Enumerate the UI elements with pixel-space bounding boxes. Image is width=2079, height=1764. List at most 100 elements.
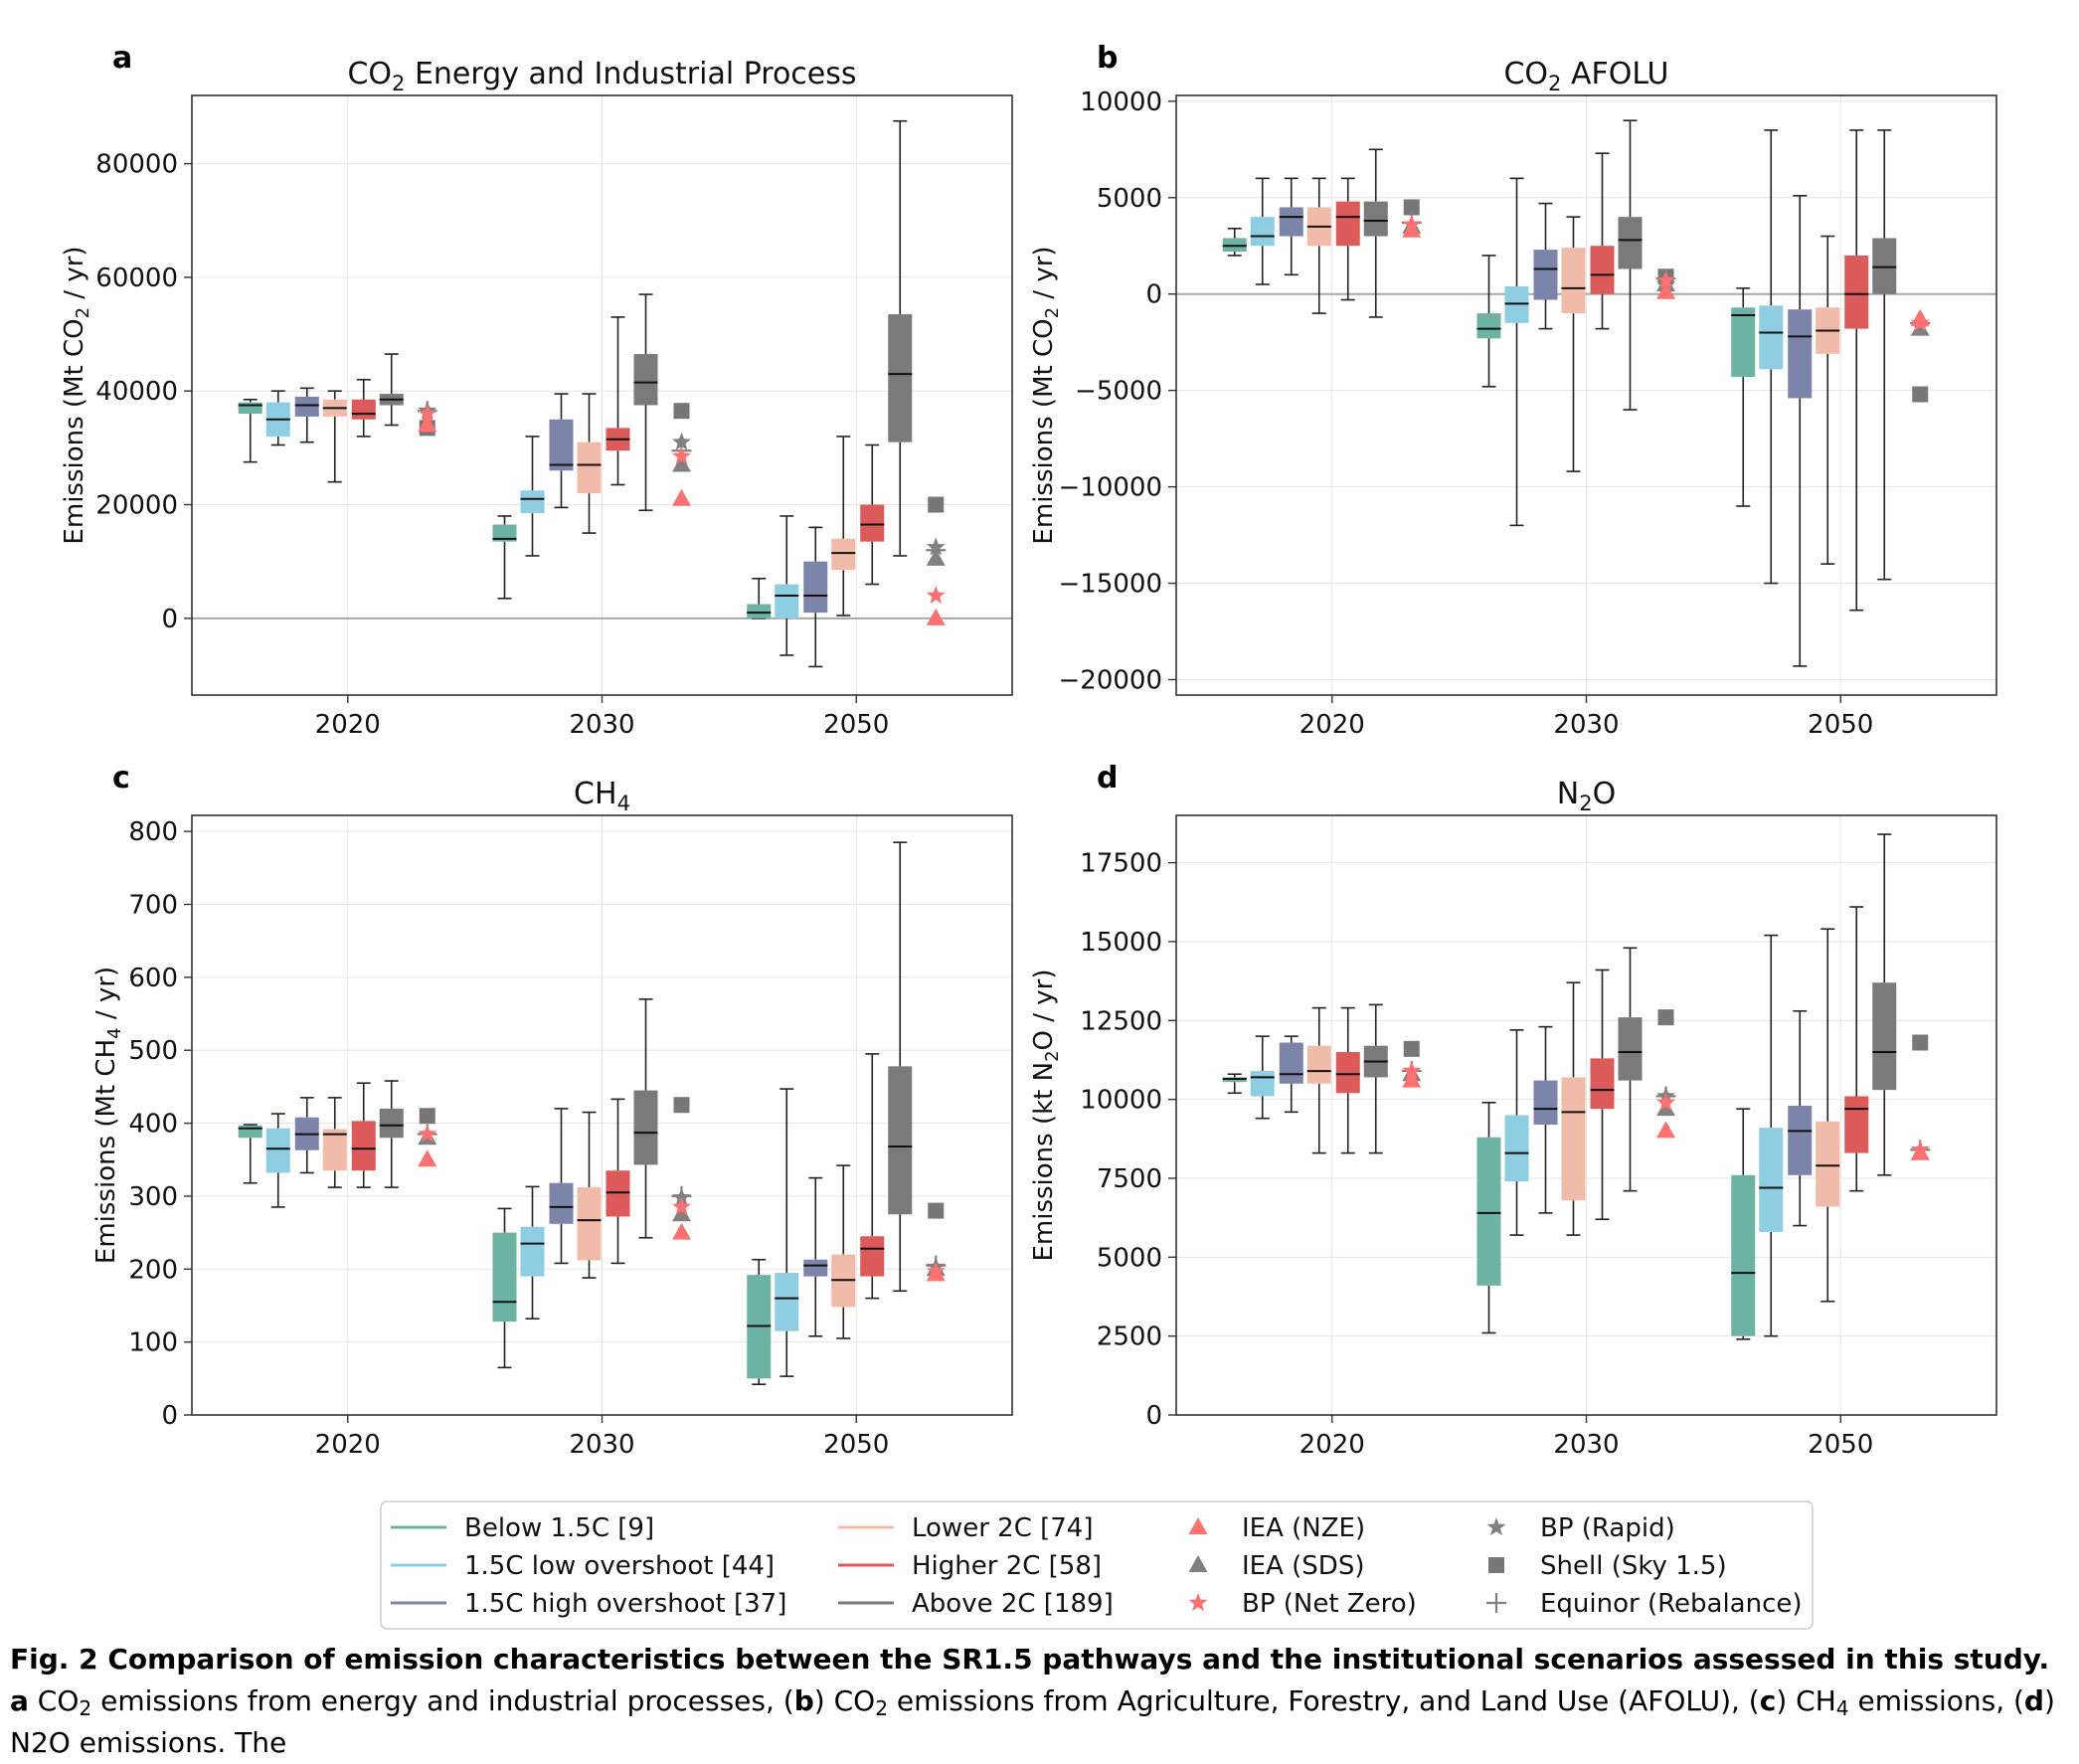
y-tick-label: 0 [1145,280,1162,310]
box-below-1-5c-2050 [1731,287,1756,507]
box-below-1-5c-2020 [238,398,262,463]
y-tick-label: 10000 [1080,1086,1162,1116]
legend-label-lower-2c: Lower 2C [74] [912,1513,1093,1543]
caption-text-3: ) CO [813,1684,876,1717]
box-1-5c-low-overshoot-2020 [265,390,290,446]
box-body [492,524,517,542]
box-body [351,399,376,420]
box-lower-2c-2020 [1306,177,1331,314]
box-below-1-5c-2050 [1731,1108,1756,1340]
box-above-2c-2020 [379,353,404,427]
legend-marker-iea-nze [1188,1517,1208,1534]
box-below-1-5c-2020 [1222,1073,1247,1095]
box-body [1335,1052,1360,1094]
legend-marker-iea-sds [1188,1555,1208,1572]
box-above-2c-2030 [1618,119,1643,411]
marker-bp-net-zero-2020 [1402,214,1422,233]
y-tick-label: 17500 [1080,849,1162,879]
marker-bp-net-zero-2050 [1910,1140,1930,1158]
marker-bp-net-zero-2030 [672,1196,691,1215]
box-lower-2c-2020 [1306,1006,1331,1154]
y-tick-label: 0 [161,605,178,634]
box-body [860,504,885,542]
box-above-2c-2020 [1363,148,1388,318]
box-body [1279,207,1303,237]
box-body [1279,1042,1303,1084]
legend-label-above-2c: Above 2C [189] [912,1589,1114,1619]
box-lower-2c-2020 [322,1097,347,1188]
ylabel-rest: / yr) [91,967,121,1028]
legend-label-1-5c-low-overshoot: 1.5C low overshoot [44] [464,1551,775,1581]
x-tick-label: 2030 [1553,1430,1619,1460]
box-above-2c-2050 [1872,129,1897,581]
box-body [1816,1121,1840,1207]
legend-label-1-5c-high-overshoot: 1.5C high overshoot [37] [464,1589,786,1619]
caption-text-2: emissions from energy and industrial pro… [91,1684,794,1717]
box-higher-2c-2050 [860,443,885,586]
box-body [775,584,799,618]
box-body [1533,250,1558,300]
marker-bp-net-zero-2050 [926,1261,946,1280]
y-tick-label: 10000 [1080,88,1162,117]
caption-title: Fig. 2 Comparison of emission characteri… [10,1643,2050,1676]
box-1-5c-low-overshoot-2030 [1504,177,1529,527]
box-1-5c-low-overshoot-2050 [775,515,799,656]
ylabel-main: Emissions (Mt CO [1029,318,1059,544]
box-1-5c-high-overshoot-2030 [549,393,574,509]
box-1-5c-low-overshoot-2050 [775,1088,799,1377]
box-body [520,490,545,514]
marker-bp-net-zero-2020 [418,404,437,423]
ylabel-sub: 4 [104,1027,125,1038]
title-main: CO [1503,57,1548,91]
box-1-5c-high-overshoot-2020 [1279,177,1303,276]
title-sub: 2 [392,72,405,95]
box-1-5c-low-overshoot-2050 [1759,129,1784,585]
marker-iea-nze-2030 [1656,281,1675,299]
box-1-5c-high-overshoot-2020 [1279,1035,1303,1114]
marker-bp-net-zero-2050 [1910,312,1930,331]
panel-title: CO2 AFOLU [1503,57,1668,95]
box-body [322,1129,347,1171]
legend-marker-shell-sky-1-5 [1488,1557,1504,1573]
box-body [1759,305,1784,370]
title-sub: 2 [1548,72,1561,95]
legend-marker-bp-rapid [1486,1517,1506,1536]
legend-label-higher-2c: Higher 2C [58] [912,1551,1102,1581]
title-sub: 4 [617,792,630,815]
box-higher-2c-2050 [1844,129,1869,612]
y-axis-label: Emissions (Mt CO2 / yr) [60,246,93,544]
marker-bp-net-zero-2030 [1656,1092,1675,1111]
panel-d: 0 2500 5000 7500 10000 12500 15000 17500 2020 203… [1029,761,1997,1460]
box-below-1-5c-2020 [1222,227,1247,257]
box-lower-2c-2050 [831,1164,856,1339]
ylabel-rest: O / yr) [1029,969,1059,1050]
marker-shell-sky-1-5-2050 [1912,1034,1929,1051]
caption-text-1: CO [28,1684,80,1717]
marker-iea-nze-2050 [926,608,946,625]
title-rest: Energy and Industrial Process [405,57,856,91]
y-tick-label: 5000 [1097,184,1162,214]
box-above-2c-2030 [633,293,658,512]
marker-iea-sds-2030 [672,1204,691,1222]
caption-panel-a: a [10,1684,29,1717]
x-tick-label: 2050 [1808,710,1873,740]
ylabel-sub: 2 [1042,307,1063,318]
y-axis-label: Emissions (Mt CH4 / yr) [91,967,125,1264]
ylabel-sub: 2 [73,307,93,318]
box-body [265,1128,290,1173]
box-body [238,402,262,415]
marker-iea-nze-2020 [418,1149,437,1167]
box-below-1-5c-2020 [238,1124,262,1184]
panel-title: N2O [1557,777,1616,815]
box-body [577,1187,602,1261]
box-body [775,1272,799,1331]
caption-text-5: ) CH [1776,1684,1836,1717]
box-body [549,1182,574,1224]
y-tick-label: 0 [1145,1401,1162,1431]
box-body [888,1066,913,1215]
box-body [492,1232,517,1323]
title-rest: AFOLU [1561,57,1668,91]
x-tick-label: 2050 [1808,1430,1873,1460]
y-tick-label: −20000 [1059,665,1163,695]
